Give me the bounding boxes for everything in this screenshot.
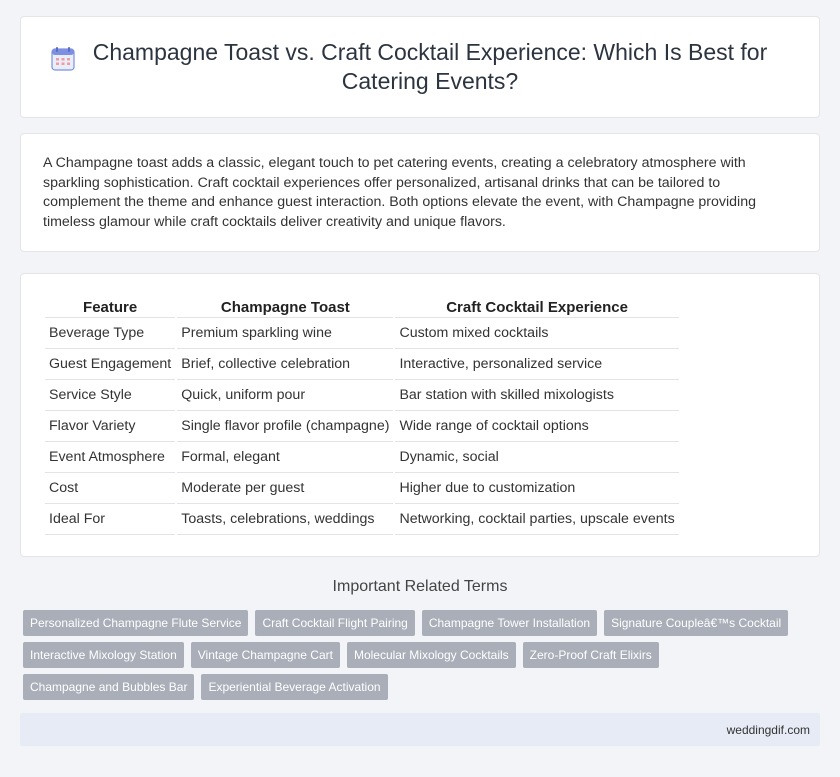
footer: weddingdif.com [20,713,820,746]
related-term-tag[interactable]: Personalized Champagne Flute Service [23,610,249,636]
table-header-row: Feature Champagne Toast Craft Cocktail E… [45,296,679,318]
table-cell: Interactive, personalized service [395,349,679,380]
table-row: Event Atmosphere Formal, elegant Dynamic… [45,442,679,473]
table-row: Ideal For Toasts, celebrations, weddings… [45,504,679,535]
related-term-tag[interactable]: Champagne and Bubbles Bar [23,674,195,700]
column-header: Craft Cocktail Experience [395,296,679,318]
table-cell: Bar station with skilled mixologists [395,380,679,411]
related-term-tag[interactable]: Zero-Proof Craft Elixirs [522,642,659,668]
table-cell: Networking, cocktail parties, upscale ev… [395,504,679,535]
column-header: Feature [45,296,176,318]
table-row: Cost Moderate per guest Higher due to cu… [45,473,679,504]
table-cell: Single flavor profile (champagne) [177,411,394,442]
table-cell: Ideal For [45,504,176,535]
table-row: Flavor Variety Single flavor profile (ch… [45,411,679,442]
table-cell: Flavor Variety [45,411,176,442]
table-cell: Moderate per guest [177,473,394,504]
comparison-table: Feature Champagne Toast Craft Cocktail E… [43,296,681,535]
related-terms-title: Important Related Terms [332,578,508,595]
table-cell: Quick, uniform pour [177,380,394,411]
table-row: Service Style Quick, uniform pour Bar st… [45,380,679,411]
related-term-tag[interactable]: Vintage Champagne Cart [190,642,340,668]
table-cell: Custom mixed cocktails [395,318,679,349]
page-title: Champagne Toast vs. Craft Cocktail Exper… [92,39,768,94]
related-term-tag[interactable]: Craft Cocktail Flight Pairing [255,610,415,636]
table-row: Guest Engagement Brief, collective celeb… [45,349,679,380]
table-cell: Service Style [45,380,176,411]
comparison-card: Feature Champagne Toast Craft Cocktail E… [20,273,820,557]
table-cell: Wide range of cocktail options [395,411,679,442]
header-card: Champagne Toast vs. Craft Cocktail Exper… [20,16,820,118]
table-cell: Premium sparkling wine [177,318,394,349]
table-cell: Formal, elegant [177,442,394,473]
related-term-tag[interactable]: Champagne Tower Installation [421,610,598,636]
related-term-tag[interactable]: Signature Coupleâ€™s Cocktail [604,610,789,636]
column-header: Champagne Toast [177,296,394,318]
table-cell: Toasts, celebrations, weddings [177,504,394,535]
calendar-icon [51,47,75,71]
table-cell: Dynamic, social [395,442,679,473]
table-cell: Higher due to customization [395,473,679,504]
footer-site-link[interactable]: weddingdif.com [726,723,810,737]
table-cell: Event Atmosphere [45,442,176,473]
related-term-tag[interactable]: Interactive Mixology Station [23,642,184,668]
related-term-tag[interactable]: Molecular Mixology Cocktails [346,642,516,668]
related-terms-list: Personalized Champagne Flute Service Cra… [23,610,813,700]
intro-card: A Champagne toast adds a classic, elegan… [20,133,820,252]
related-term-tag[interactable]: Experiential Beverage Activation [201,674,388,700]
intro-paragraph: A Champagne toast adds a classic, elegan… [43,155,756,230]
table-row: Beverage Type Premium sparkling wine Cus… [45,318,679,349]
table-cell: Beverage Type [45,318,176,349]
table-cell: Guest Engagement [45,349,176,380]
table-cell: Cost [45,473,176,504]
table-cell: Brief, collective celebration [177,349,394,380]
